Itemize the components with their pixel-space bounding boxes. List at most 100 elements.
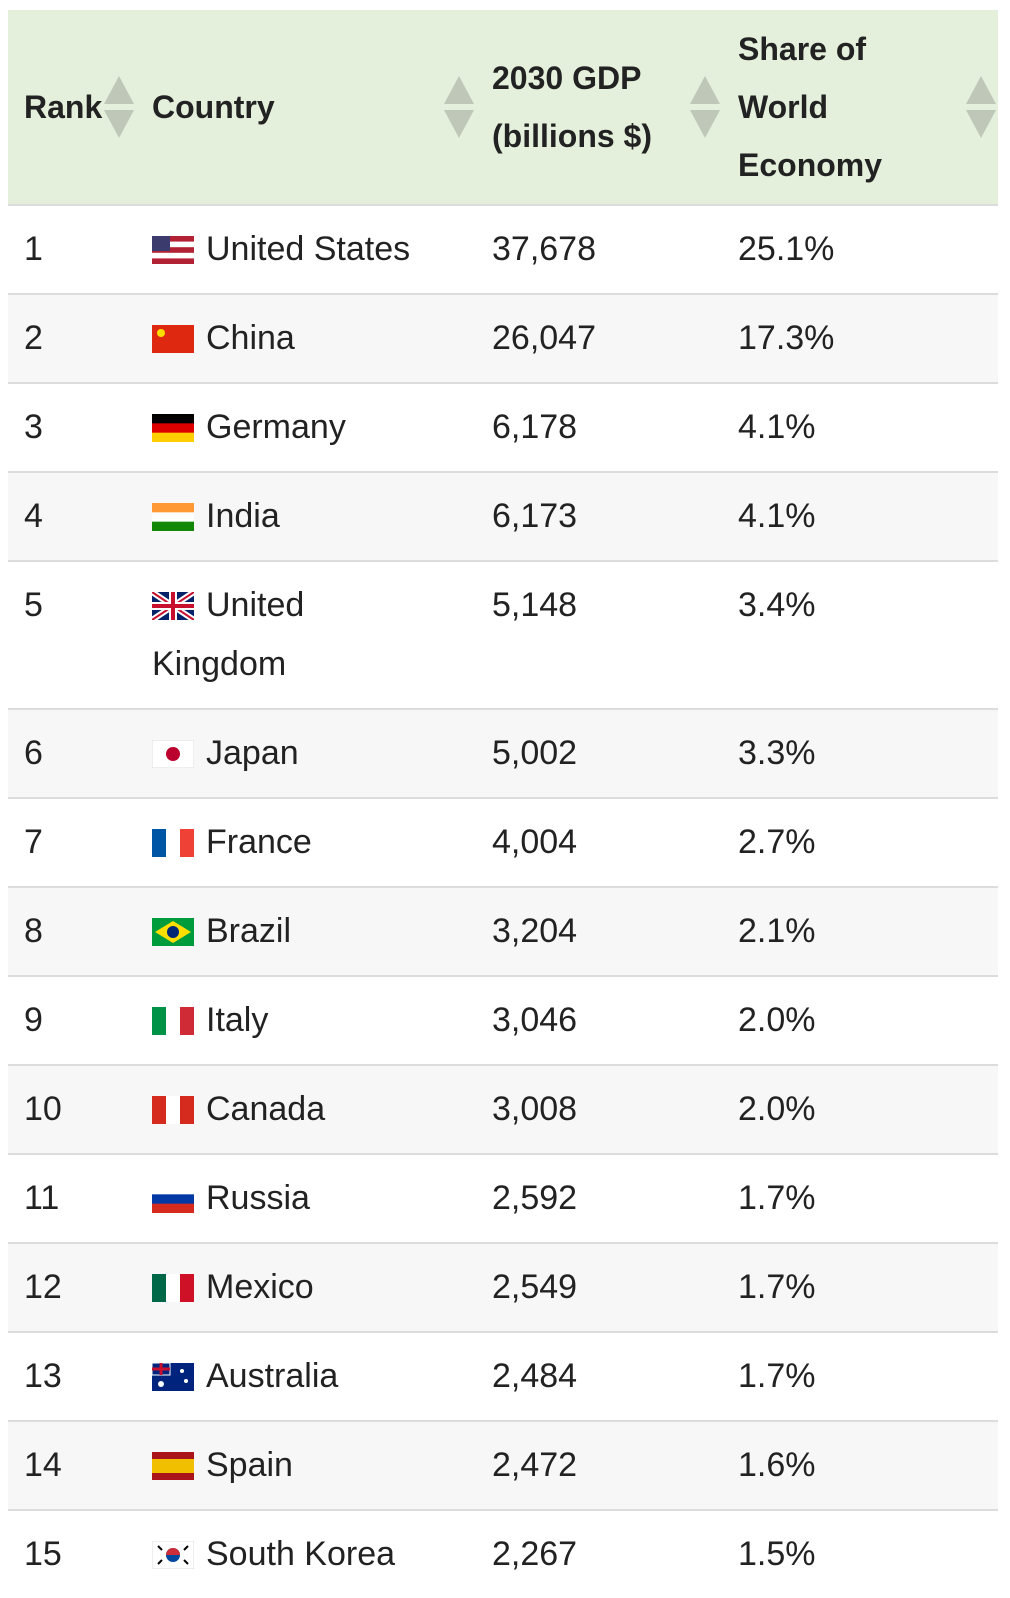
share-cell: 3.3% <box>722 708 998 798</box>
country-cell: Japan <box>136 708 476 798</box>
rank-cell: 10 <box>8 1064 136 1154</box>
share-cell: 2.0% <box>722 1064 998 1154</box>
column-header[interactable]: Country <box>136 10 476 205</box>
rank-cell: 5 <box>8 560 136 709</box>
flag-icon <box>150 589 196 623</box>
country-cell: Australia <box>136 1331 476 1421</box>
country-cell: United States <box>136 204 476 294</box>
country-cell: Canada <box>136 1064 476 1154</box>
table-row: 5 United Kingdom 5,148 3.4% <box>8 560 998 709</box>
sort-icon <box>104 76 134 138</box>
table-row: 6 Japan 5,002 3.3% <box>8 708 998 798</box>
flag-icon <box>152 1007 195 1035</box>
sort-icon <box>690 76 720 138</box>
table-row: 13 Australia 2,484 1.7% <box>8 1331 998 1421</box>
column-header[interactable]: 2030 GDP (billions $) <box>476 10 722 205</box>
flag-icon <box>151 739 195 769</box>
rank-cell: 2 <box>8 293 136 383</box>
flag-icon <box>152 236 194 265</box>
country-name: Spain <box>206 1446 293 1484</box>
gdp-cell: 5,148 <box>476 560 722 709</box>
gdp-cell: 3,008 <box>476 1064 722 1154</box>
gdp-cell: 3,046 <box>476 975 722 1065</box>
country-cell: China <box>136 293 476 383</box>
rank-cell: 13 <box>8 1331 136 1421</box>
gdp-cell: 2,267 <box>476 1509 722 1598</box>
sort-icon <box>444 76 474 138</box>
share-cell: 2.1% <box>722 886 998 976</box>
column-header[interactable]: Share of World Economy <box>722 10 998 205</box>
share-cell: 1.7% <box>722 1153 998 1243</box>
flag-icon <box>152 1185 194 1214</box>
gdp-table: Rank Country 2030 GDP (billions $) Share of… <box>8 10 998 1598</box>
gdp-cell: 5,002 <box>476 708 722 798</box>
country-name: Brazil <box>206 912 292 950</box>
gdp-cell: 37,678 <box>476 204 722 294</box>
header-text: Rank <box>24 89 103 125</box>
rank-cell: 8 <box>8 886 136 976</box>
table-row: 7 France 4,004 2.7% <box>8 797 998 887</box>
gdp-cell: 2,484 <box>476 1331 722 1421</box>
flag-icon <box>152 829 195 857</box>
flag-icon <box>151 1362 194 1391</box>
share-cell: 4.1% <box>722 471 998 561</box>
table-row: 14 Spain 2,472 1.6% <box>8 1420 998 1510</box>
table-row: 10 Canada 3,008 2.0% <box>8 1064 998 1154</box>
rank-cell: 6 <box>8 708 136 798</box>
country-cell: South Korea <box>136 1509 476 1598</box>
country-name: United Kingdom <box>152 586 305 683</box>
rank-cell: 4 <box>8 471 136 561</box>
rank-cell: 7 <box>8 797 136 887</box>
country-cell: Brazil <box>136 886 476 976</box>
country-cell: Italy <box>136 975 476 1065</box>
gdp-cell: 2,472 <box>476 1420 722 1510</box>
country-cell: India <box>136 471 476 561</box>
column-header[interactable]: Rank <box>8 10 136 205</box>
country-cell: Mexico <box>136 1242 476 1332</box>
share-cell: 2.7% <box>722 797 998 887</box>
table-row: 9 Italy 3,046 2.0% <box>8 975 998 1065</box>
header-row: Rank Country 2030 GDP (billions $) Share of… <box>8 10 998 205</box>
share-cell: 1.7% <box>722 1242 998 1332</box>
table-row: 2 China 26,047 17.3% <box>8 293 998 383</box>
flag-icon <box>152 1096 195 1124</box>
share-cell: 3.4% <box>722 560 998 709</box>
rank-cell: 3 <box>8 382 136 472</box>
gdp-cell: 2,592 <box>476 1153 722 1243</box>
country-name: China <box>206 319 295 357</box>
rank-cell: 15 <box>8 1509 136 1598</box>
rank-cell: 12 <box>8 1242 136 1332</box>
table-body: 1 United States 37,678 25.1% 2 China 26,047 17.… <box>8 204 998 1598</box>
gdp-cell: 2,549 <box>476 1242 722 1332</box>
flag-icon <box>152 1274 195 1302</box>
country-cell: Germany <box>136 382 476 472</box>
share-cell: 25.1% <box>722 204 998 294</box>
share-cell: 2.0% <box>722 975 998 1065</box>
share-cell: 1.7% <box>722 1331 998 1421</box>
country-name: Canada <box>206 1090 326 1128</box>
table-row: 3 Germany 6,178 4.1% <box>8 382 998 472</box>
country-name: Italy <box>206 1001 269 1039</box>
share-cell: 1.6% <box>722 1420 998 1510</box>
country-cell: Russia <box>136 1153 476 1243</box>
table-row: 11 Russia 2,592 1.7% <box>8 1153 998 1243</box>
table-row: 12 Mexico 2,549 1.7% <box>8 1242 998 1332</box>
rank-cell: 9 <box>8 975 136 1065</box>
country-name: Russia <box>206 1179 310 1217</box>
country-name: Germany <box>206 408 346 446</box>
country-name: France <box>206 823 312 861</box>
country-name: Mexico <box>206 1268 314 1306</box>
table-row: 15 South Korea 2,267 1.5% <box>8 1509 998 1598</box>
flag-icon <box>152 918 194 946</box>
gdp-cell: 3,204 <box>476 886 722 976</box>
header-text: Country <box>152 89 275 125</box>
flag-icon <box>152 325 194 354</box>
share-cell: 4.1% <box>722 382 998 472</box>
share-cell: 17.3% <box>722 293 998 383</box>
country-name: Japan <box>206 734 299 772</box>
sort-icon <box>966 76 996 138</box>
gdp-cell: 26,047 <box>476 293 722 383</box>
table-row: 8 Brazil 3,204 2.1% <box>8 886 998 976</box>
gdp-cell: 4,004 <box>476 797 722 887</box>
